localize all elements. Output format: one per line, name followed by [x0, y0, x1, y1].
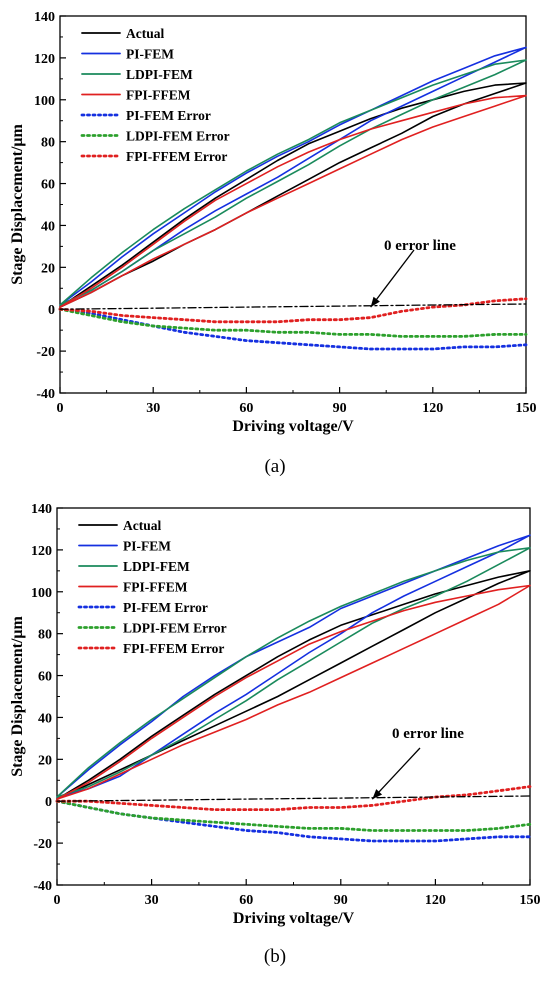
x-tick-label: 60: [239, 401, 253, 416]
x-tick-label: 60: [239, 893, 253, 908]
annotation-arrow: [371, 747, 421, 800]
x-tick-label: 120: [425, 893, 446, 908]
y-tick-label: 40: [38, 711, 52, 726]
chart-svg-b: 0 30 60 90 120 150 -40 -20 0 20 40 60 80 100 120 140 Dri…: [9, 502, 541, 967]
series-line-fpi-ffem-error: [55, 785, 532, 812]
series-line-ldpi-fem-error: [55, 799, 532, 832]
series-line-fpi-ffem: [56, 584, 531, 800]
series-line-fpi-ffem: [59, 94, 527, 308]
annotation-label: 0 error line: [392, 726, 464, 742]
legend-label: LDPI-FEM Error: [126, 129, 230, 144]
x-tick-label: 90: [334, 893, 348, 908]
x-tick-label: 30: [145, 893, 159, 908]
annotation-label: 0 error line: [384, 238, 456, 254]
y-tick-label: 0: [45, 795, 52, 810]
series-line-pi-fem: [56, 534, 531, 798]
x-tick-label: 0: [54, 893, 61, 908]
y-tick-label: 40: [41, 219, 55, 234]
x-tick-label: 150: [520, 893, 541, 908]
legend-label: PI-FEM: [123, 539, 171, 554]
y-axis-title: Stage Displacement/μm: [9, 124, 26, 285]
y-tick-label: 20: [41, 261, 55, 276]
legend-label: PI-FEM: [126, 47, 174, 62]
y-tick-label: 20: [38, 753, 52, 768]
y-tick-label: 140: [34, 10, 55, 25]
legend-label: FPI-FFEM: [123, 580, 188, 595]
legend-label: PI-FEM Error: [123, 600, 208, 615]
y-tick-label: 80: [38, 628, 52, 643]
y-tick-label: 140: [31, 502, 52, 517]
x-axis-title: Driving voltage/V: [232, 418, 354, 435]
legend-label: FPI-FFEM Error: [123, 641, 224, 656]
annotation-arrowhead: [370, 296, 380, 308]
chart-panel-a: 0 30 60 90 120 150 -40 -20 0 20 40 60 80 100 120 140 Dri…: [0, 0, 550, 490]
y-axis-title: Stage Displacement/μm: [9, 616, 26, 777]
legend-label: LDPI-FEM Error: [123, 621, 227, 636]
zero-error-line: [56, 795, 531, 802]
y-tick-label: 120: [34, 52, 55, 67]
legend-label: FPI-FFEM Error: [126, 149, 227, 164]
series-line-fpi-ffem-error: [58, 297, 528, 324]
x-tick-label: 30: [146, 401, 160, 416]
legend-label: Actual: [126, 26, 164, 41]
x-tick-label: 150: [516, 401, 537, 416]
series-line-actual: [56, 570, 531, 800]
x-tick-label: 120: [422, 401, 443, 416]
series-line-ldpi-fem: [56, 546, 531, 798]
annotation-arrowhead: [372, 789, 383, 800]
y-tick-label: 60: [38, 670, 52, 685]
legend-label: PI-FEM Error: [126, 108, 211, 123]
zero-error-line: [59, 303, 527, 310]
y-tick-label: -20: [33, 837, 52, 852]
y-tick-label: -40: [36, 387, 55, 402]
series-line-ldpi-fem: [59, 59, 527, 306]
y-tick-label: 120: [31, 544, 52, 559]
chart-panel-b: 0 30 60 90 120 150 -40 -20 0 20 40 60 80 100 120 140 Dri…: [0, 490, 550, 983]
series-line-pi-fem: [59, 46, 527, 306]
legend-label: LDPI-FEM: [123, 559, 190, 574]
x-tick-label: 90: [333, 401, 347, 416]
panel-caption: (b): [264, 946, 286, 967]
y-tick-label: 100: [31, 586, 52, 601]
legend-label: LDPI-FEM: [126, 67, 193, 82]
y-tick-label: 0: [48, 303, 55, 318]
series-line-pi-fem-error: [58, 307, 528, 351]
panel-caption: (a): [264, 456, 285, 477]
legend-label: Actual: [123, 518, 161, 533]
chart-svg-a: 0 30 60 90 120 150 -40 -20 0 20 40 60 80 100 120 140 Dri…: [9, 10, 537, 477]
y-tick-label: 80: [41, 136, 55, 151]
x-axis-title: Driving voltage/V: [233, 910, 355, 927]
x-tick-label: 0: [57, 401, 64, 416]
series-line-ldpi-fem-error: [58, 307, 528, 338]
y-tick-label: -20: [36, 345, 55, 360]
annotation-arrow: [370, 249, 415, 308]
legend-label: FPI-FFEM: [126, 88, 191, 103]
y-tick-label: 100: [34, 94, 55, 109]
y-tick-label: 60: [41, 178, 55, 193]
y-tick-label: -40: [33, 879, 52, 894]
